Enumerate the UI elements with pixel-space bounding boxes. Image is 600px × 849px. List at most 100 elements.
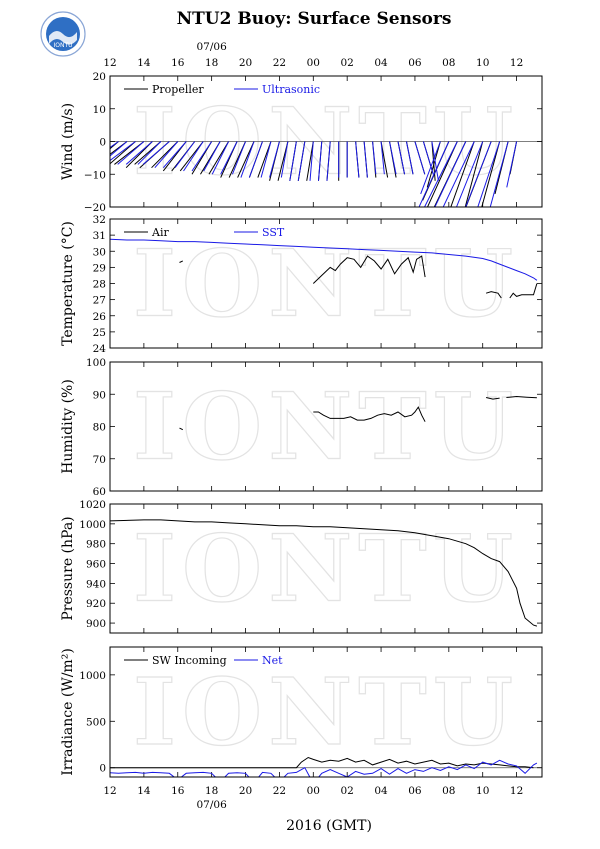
bottom-x-tick-label: 22 [273,785,286,797]
bottom-x-tick-label: 00 [307,785,320,797]
y-tick-label: 980 [86,539,106,551]
bottom-x-tick-label: 14 [137,785,151,797]
top-x-tick-label: 06 [408,57,422,69]
wind-stick [442,141,475,207]
series-line-0 [179,427,184,431]
plot-area [110,238,538,299]
top-x-tick-label: 12 [103,57,116,69]
wind-stick [431,141,439,181]
y-tick-label: 500 [86,716,106,728]
wind-stick [405,141,414,175]
wind-stick [422,141,434,175]
y-tick-label: 60 [93,486,106,498]
legend-label: Air [151,226,169,239]
wind-stick [317,141,323,181]
bottom-x-tick-label: 18 [205,785,218,797]
top-date-label: 07/06 [197,41,228,53]
y-tick-label: 25 [93,327,106,339]
wind-stick [397,141,406,175]
wind-stick [363,141,368,178]
top-x-tick-label: 18 [205,57,218,69]
y-tick-label: 28 [93,279,106,291]
legend-label: SST [262,226,285,239]
bottom-x-tick-label: 12 [510,785,523,797]
top-x-tick-label: 02 [340,57,353,69]
y-tick-label: 27 [93,295,106,307]
y-tick-label: 30 [93,246,106,258]
iontu-logo: IONTU [40,11,86,57]
panel-frame [109,646,543,778]
series-air [179,260,184,263]
y-tick-label: 100 [86,357,106,369]
panel-temperature: IONTU 32 31 30 29 28 27 26 25 24 Temperature (°C) A… [60,214,543,355]
bottom-x-tick-label: 06 [408,785,422,797]
wind-stick [240,141,255,178]
legend-label: Ultrasonic [262,83,320,96]
y-tick-label: 31 [93,230,106,242]
series-line-0 [506,395,537,399]
top-x-tick-label: 04 [374,57,388,69]
wind-stick [326,141,331,181]
wind-stick [423,141,458,207]
watermark: IONTU [133,658,519,766]
wind-stick [289,141,297,181]
y-tick-label: 29 [93,262,106,274]
wind-stick [162,141,187,169]
wind-stick [355,141,360,178]
legend-label: Propeller [152,83,204,96]
wind-stick [489,141,509,207]
y-tick-label: −10 [84,169,106,181]
series-sw-incoming [110,756,534,769]
wind-stick [372,141,377,175]
top-x-tick-label: 08 [442,57,455,69]
top-x-tick-label: 22 [273,57,286,69]
y-tick-label: 1020 [79,499,106,511]
wind-stick [117,141,145,165]
bottom-x-tick-label: 12 [103,785,116,797]
wind-stick [154,141,179,169]
y-tick-label: 24 [93,343,107,355]
wind-stick [183,141,204,172]
wind-stick [257,141,272,178]
y-tick-label: 90 [93,389,106,401]
watermark: IONTU [133,230,519,338]
y-tick-label: 920 [86,598,106,610]
y-tick-label: 26 [93,311,107,323]
watermark: IONTU [133,373,519,481]
series-line-0 [110,519,538,627]
y-tick-label: 10 [93,104,106,116]
y-tick-label: 1000 [79,670,106,682]
series-line-0 [485,397,500,400]
wind-stick [477,141,501,207]
top-x-tick-label: 10 [476,57,489,69]
panel-frame [109,75,543,208]
panel-irradiance: IONTU 1000 500 0 Irradiance (W/m²) SW Incomin… [60,646,543,778]
panel-pressure: IONTU 1020 1000 980 960 940 920 900 Pressure (hP… [60,499,543,634]
legend-label: Net [262,654,283,667]
wind-stick [380,141,385,175]
wind-stick [426,141,441,188]
y-axis-label: Temperature (°C) [60,221,76,346]
wind-stick [203,141,221,172]
wind-stick [211,141,230,175]
wind-stick [420,141,441,195]
bottom-x-tick-label: 16 [171,785,185,797]
series-air [485,291,502,299]
top-x-tick-label: 14 [137,57,151,69]
wind-stick [280,141,289,178]
y-tick-label: −20 [84,202,106,214]
y-tick-label: 900 [86,618,106,630]
series-ultrasonic [110,141,518,207]
bottom-x-tick-label: 02 [340,785,353,797]
wind-stick [434,141,467,207]
y-tick-label: 70 [93,454,106,466]
wind-stick [237,141,255,178]
y-tick-label: 0 [99,137,106,149]
legend: SW Incoming Net [124,654,283,667]
wind-stick [506,141,518,188]
wind-stick [481,141,501,207]
wind-stick [465,141,492,207]
wind-stick [125,141,153,165]
